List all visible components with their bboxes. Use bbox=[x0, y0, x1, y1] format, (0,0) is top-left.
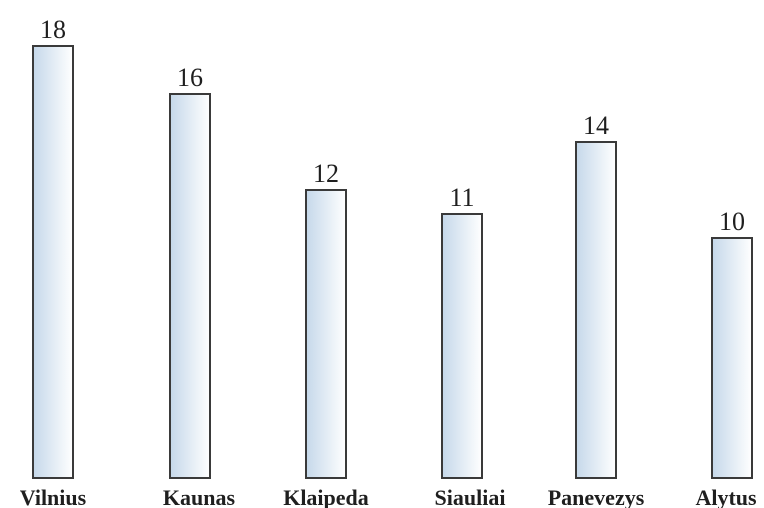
category-label-panevezys: Panevezys bbox=[548, 485, 645, 508]
bar-siauliai bbox=[441, 213, 483, 479]
value-label-panevezys: 14 bbox=[583, 111, 609, 140]
bar-panevezys bbox=[575, 141, 617, 479]
value-label-siauliai: 11 bbox=[449, 183, 474, 212]
category-label-alytus: Alytus bbox=[695, 485, 757, 508]
category-label-klaipeda: Klaipeda bbox=[283, 485, 369, 508]
bar-vilnius bbox=[32, 45, 74, 479]
value-label-vilnius: 18 bbox=[40, 15, 66, 44]
value-label-klaipeda: 12 bbox=[313, 159, 339, 188]
value-label-kaunas: 16 bbox=[177, 63, 203, 92]
category-label-vilnius: Vilnius bbox=[20, 485, 87, 508]
value-label-alytus: 10 bbox=[719, 207, 745, 236]
category-labels-group: Vilnius Kaunas Klaipeda Siauliai Panevezys Al… bbox=[20, 485, 757, 508]
category-label-siauliai: Siauliai bbox=[435, 485, 506, 508]
bar-alytus bbox=[711, 237, 753, 479]
category-label-kaunas: Kaunas bbox=[163, 485, 236, 508]
bars-group bbox=[32, 45, 753, 479]
bar-kaunas bbox=[169, 93, 211, 479]
value-labels-group: 18 16 12 11 14 10 bbox=[40, 15, 745, 236]
bar-klaipeda bbox=[305, 189, 347, 479]
